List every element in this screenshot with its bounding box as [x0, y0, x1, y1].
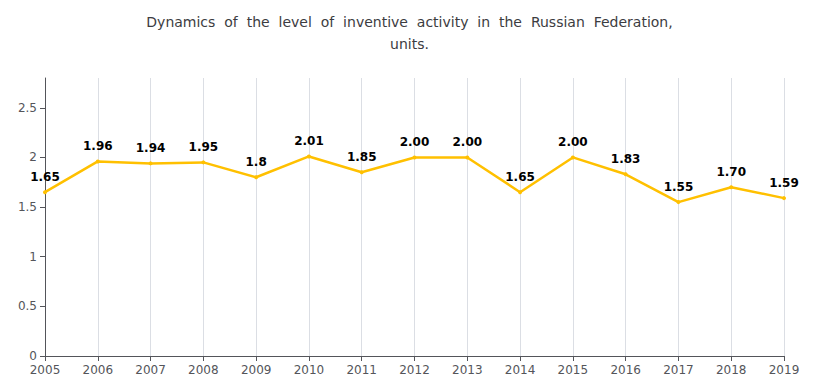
svg-text:1.65: 1.65 [505, 170, 535, 184]
svg-text:0.5: 0.5 [18, 299, 37, 313]
svg-text:Dynamics of the level of: Dynamics of the level of inventive activ… [146, 14, 672, 30]
svg-text:2012: 2012 [399, 363, 430, 377]
svg-text:2009: 2009 [241, 363, 272, 377]
svg-text:2015: 2015 [558, 363, 589, 377]
svg-text:1.70: 1.70 [716, 165, 746, 179]
svg-text:2.00: 2.00 [558, 135, 588, 149]
svg-text:1.96: 1.96 [83, 139, 113, 153]
svg-text:2.5: 2.5 [18, 101, 37, 115]
svg-text:1.59: 1.59 [769, 176, 799, 190]
svg-text:2.00: 2.00 [452, 135, 482, 149]
svg-text:2.01: 2.01 [294, 134, 324, 148]
svg-text:2018: 2018 [716, 363, 747, 377]
svg-text:2017: 2017 [663, 363, 694, 377]
svg-text:2010: 2010 [294, 363, 325, 377]
svg-text:1.65: 1.65 [30, 170, 60, 184]
svg-text:0: 0 [29, 349, 37, 363]
svg-text:2016: 2016 [610, 363, 641, 377]
svg-text:2005: 2005 [30, 363, 61, 377]
svg-text:1.95: 1.95 [189, 140, 219, 154]
svg-text:2011: 2011 [346, 363, 377, 377]
svg-text:1.85: 1.85 [347, 150, 377, 164]
svg-text:1.55: 1.55 [664, 180, 694, 194]
svg-text:1.5: 1.5 [18, 200, 37, 214]
svg-text:2008: 2008 [188, 363, 219, 377]
svg-text:1: 1 [29, 250, 37, 264]
svg-text:1.83: 1.83 [611, 152, 641, 166]
svg-text:1.8: 1.8 [246, 155, 267, 169]
svg-text:1.94: 1.94 [136, 141, 166, 155]
svg-text:2019: 2019 [769, 363, 800, 377]
svg-text:2007: 2007 [135, 363, 166, 377]
svg-text:2: 2 [29, 150, 37, 164]
svg-text:2006: 2006 [83, 363, 114, 377]
svg-text:2014: 2014 [505, 363, 536, 377]
svg-text:2.00: 2.00 [400, 135, 430, 149]
svg-text:units.: units. [390, 36, 429, 52]
svg-text:2013: 2013 [452, 363, 483, 377]
